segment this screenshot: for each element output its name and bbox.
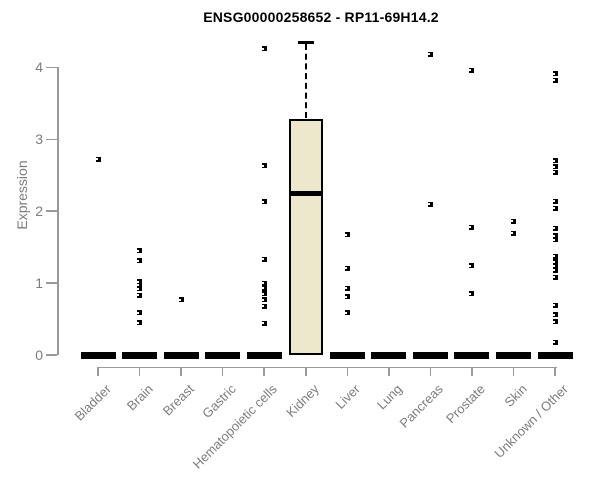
outlier-point [137,248,143,254]
collapsed-box-median [537,351,573,359]
x-axis-tick [388,366,390,376]
x-axis-line [97,366,557,368]
outlier-point [261,46,267,52]
outlier-point [261,256,267,262]
collapsed-box-median [329,351,365,359]
outlier-point [95,156,101,162]
y-axis-tick [46,138,57,141]
outlier-point [552,319,558,325]
collapsed-box-median [163,351,199,359]
box-median-line [288,190,323,196]
outlier-point [552,302,558,308]
outlier-point [261,199,267,205]
outlier-point [552,267,558,273]
outlier-point [137,292,143,298]
outlier-point [178,297,184,303]
outlier-point [261,297,267,303]
outlier-point [552,158,558,164]
outlier-point [469,291,475,297]
x-axis-tick [180,366,182,376]
outlier-point [552,225,558,231]
box-kidney [288,119,323,355]
x-axis-tick [305,366,307,376]
outlier-point [137,286,143,292]
x-axis-tick [97,366,99,376]
outlier-point [137,279,143,285]
outlier-point [137,282,143,288]
outlier-point [552,233,558,239]
whisker-cap [297,40,314,44]
outlier-point [552,164,558,170]
y-tick-label: 0 [35,347,43,363]
outlier-point [137,310,143,316]
outlier-point [552,169,558,175]
outlier-point [552,237,558,243]
y-tick-label: 1 [35,275,43,292]
collapsed-box-median [454,351,490,359]
outlier-point [261,280,267,286]
x-axis-tick [554,366,556,376]
outlier-point [511,230,516,236]
outlier-point [427,51,433,57]
outlier-point [137,320,143,326]
outlier-point [552,253,558,259]
outlier-point [552,77,558,83]
y-axis-tick [46,282,57,284]
outlier-point [261,163,267,169]
outlier-point [552,259,558,265]
collapsed-box-median [80,351,116,359]
outlier-point [511,218,516,224]
outlier-point [552,312,558,318]
x-axis-tick [429,366,432,376]
chart-title: ENSG00000258652 - RP11-69H14.2 [203,9,439,25]
x-axis-tick [512,366,515,376]
x-axis-tick [138,366,141,376]
outlier-point [261,285,267,291]
outlier-point [469,263,475,269]
y-axis-tick [46,354,57,356]
y-axis-line [57,67,59,355]
outlier-point [552,198,558,204]
x-axis-tick [471,366,473,376]
collapsed-box-median [371,351,407,359]
outlier-point [261,291,267,297]
outlier-point [344,294,350,300]
outlier-point [137,258,143,264]
collapsed-box-median [205,351,241,359]
outlier-point [552,274,558,280]
outlier-point [344,285,350,291]
x-axis-tick [221,366,224,376]
y-tick-label: 2 [35,203,43,220]
y-axis-tick [46,66,57,69]
outlier-point [469,67,475,73]
outlier-point [469,224,475,230]
x-axis-tick [346,366,349,376]
collapsed-box-median [412,351,448,359]
outlier-point [427,201,433,207]
outlier-point [344,310,350,316]
outlier-point [552,263,558,269]
y-tick-label: 3 [35,131,43,148]
outlier-point [261,320,267,326]
collapsed-box-median [122,351,158,359]
outlier-point [344,265,350,271]
outlier-point [552,205,558,211]
outlier-point [552,71,558,77]
collapsed-box-median [246,351,282,359]
x-axis-tick [263,366,265,376]
outlier-point [261,303,267,309]
y-axis-tick [46,210,57,212]
outlier-point [344,232,350,238]
y-tick-label: 4 [35,59,43,76]
outlier-point [552,339,558,345]
collapsed-box-median [496,351,531,359]
whisker-line [304,44,307,119]
